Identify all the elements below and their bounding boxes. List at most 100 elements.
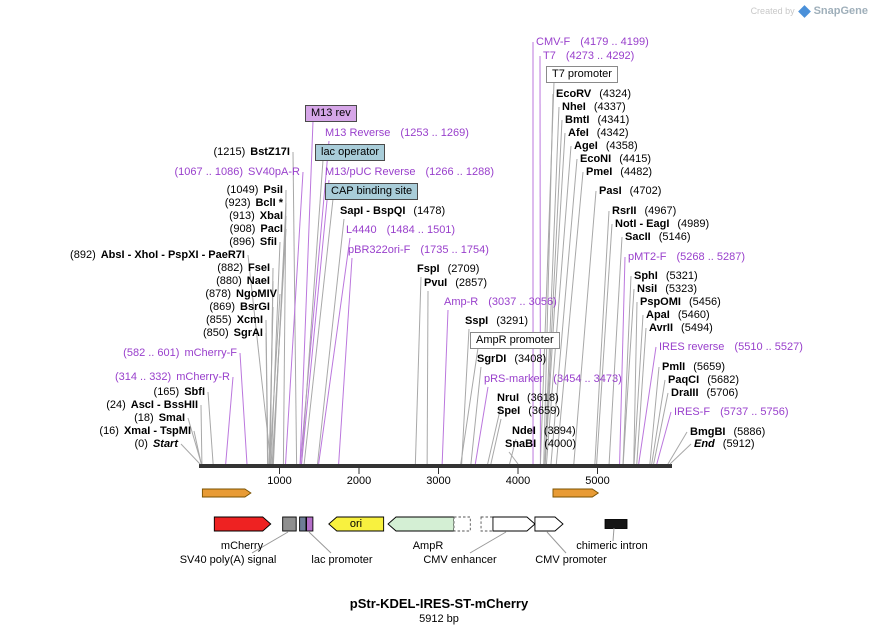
- restriction-site-label: BmtI (4341): [565, 113, 629, 127]
- leader-line: [544, 106, 560, 465]
- site-name: SphI: [634, 270, 658, 282]
- restriction-site-label: FspI (2709): [417, 262, 479, 276]
- site-position: (4482): [620, 166, 653, 178]
- leader-line: [414, 276, 422, 465]
- site-name: BstZ17I: [250, 146, 290, 158]
- restriction-site-label: SnaBI (4000): [505, 437, 576, 451]
- leader-line: [268, 306, 274, 465]
- site-position: (923): [224, 197, 251, 209]
- site-name: mCherry-F: [184, 347, 237, 359]
- site-position: (878): [205, 288, 232, 300]
- site-position: (4324): [599, 88, 632, 100]
- site-position: (4415): [619, 153, 651, 165]
- site-name: mCherry-R: [176, 371, 230, 383]
- site-name: AbsI - XhoI - PspXI - PaeR7I: [100, 249, 245, 261]
- site-name: SgrAI: [233, 327, 263, 339]
- leader-line: [636, 327, 647, 465]
- site-position: (3291): [496, 315, 529, 327]
- restriction-site-label: RsrII (4967): [612, 204, 676, 218]
- restriction-site-label: NruI (3618): [497, 391, 559, 405]
- site-position: (18): [134, 412, 154, 424]
- restriction-site-label: PasI (4702): [599, 184, 661, 198]
- restriction-site-label: (869) BsrGI: [209, 300, 270, 314]
- site-name: M13 Reverse: [325, 127, 391, 139]
- site-position: (1484 .. 1501): [386, 224, 456, 236]
- tick-label: 2000: [346, 475, 372, 487]
- restriction-site-label: (882) FseI: [217, 261, 270, 275]
- primer-label: pBR322ori-F (1735 .. 1754): [348, 243, 489, 257]
- leader-line: [622, 288, 635, 465]
- orf-arrow-2: [552, 488, 600, 498]
- sv40-polya-box: [282, 516, 297, 532]
- leader-line: [285, 171, 304, 465]
- primer-label: Amp-R (3037 .. 3056): [444, 295, 557, 309]
- plasmid-length: 5912 bp: [419, 613, 459, 625]
- feature-box-label: M13 rev: [305, 105, 357, 122]
- leader-line: [303, 198, 334, 465]
- site-position: (855): [206, 314, 232, 326]
- feature-label: ori: [349, 518, 363, 530]
- site-name: PacI: [260, 223, 283, 235]
- site-name: NheI: [562, 101, 586, 113]
- feature-connector: [251, 531, 289, 554]
- site-name: IRES-F: [674, 406, 711, 418]
- site-name: NruI: [497, 392, 519, 404]
- site-position: (1067 .. 1086): [174, 166, 244, 178]
- restriction-site-label: SspI (3291): [465, 314, 528, 328]
- restriction-site-label: SgrDI (3408): [477, 352, 546, 366]
- restriction-site-label: NsiI (5323): [637, 282, 697, 296]
- site-name: XbaI: [259, 210, 283, 222]
- feature-connector: [546, 531, 567, 554]
- site-position: (2709): [447, 263, 480, 275]
- feature-label: CMV enhancer: [423, 554, 497, 566]
- leader-line: [318, 237, 351, 465]
- site-name: SfiI: [259, 236, 277, 248]
- leader-line: [301, 159, 324, 465]
- site-name: pMT2-F: [628, 251, 667, 263]
- leader-line: [608, 236, 623, 465]
- site-name: NotI - EagI: [615, 218, 670, 230]
- primer-label: IRES reverse (5510 .. 5527): [659, 340, 803, 354]
- site-name: NaeI: [246, 275, 270, 287]
- primer-label: pRS-marker (3454 .. 3473): [484, 372, 622, 386]
- feature-connector: [308, 531, 332, 554]
- site-name: pBR322ori-F: [348, 244, 411, 256]
- restriction-site-label: (1215) BstZ17I: [213, 145, 290, 159]
- leader-line: [638, 346, 657, 465]
- feature-connector: [612, 527, 615, 542]
- restriction-site-label: (913) XbaI: [229, 209, 283, 223]
- site-name: DraIII: [671, 387, 699, 399]
- restriction-site-label: SphI (5321): [634, 269, 698, 283]
- site-name: BmgBI: [690, 426, 726, 438]
- restriction-site-label: (896) SfiI: [229, 235, 277, 249]
- site-position: (24): [106, 399, 126, 411]
- leader-line: [649, 366, 660, 465]
- leader-line: [545, 145, 572, 465]
- site-position: (314 .. 332): [114, 371, 172, 383]
- site-position: (3454 .. 3473): [553, 373, 622, 385]
- restriction-site-label: AvrII (5494): [649, 321, 713, 335]
- leader-line: [594, 210, 610, 465]
- site-position: (5706): [706, 387, 739, 399]
- lac-promoter-box: [306, 516, 314, 532]
- site-name: AscI - BssHII: [130, 399, 198, 411]
- site-position: (5682): [707, 374, 739, 386]
- site-position: (3408): [514, 353, 547, 365]
- restriction-site-label: NdeI (3894): [512, 424, 576, 438]
- site-position: (913): [229, 210, 255, 222]
- tick-label: 4000: [505, 475, 531, 487]
- restriction-site-label: (880) NaeI: [216, 274, 270, 288]
- restriction-site-label: (923) BclI *: [225, 196, 283, 210]
- leader-line: [573, 190, 597, 465]
- site-name: FspI: [417, 263, 440, 275]
- site-position: (882): [217, 262, 243, 274]
- site-name: T7: [543, 50, 556, 62]
- snapgene-logo-icon: [797, 4, 811, 18]
- leader-line: [180, 443, 201, 465]
- chimeric-intron-box: [604, 519, 628, 529]
- leader-line: [271, 228, 287, 465]
- lac-operator-box: [299, 516, 307, 532]
- site-position: (4273 .. 4292): [565, 50, 635, 62]
